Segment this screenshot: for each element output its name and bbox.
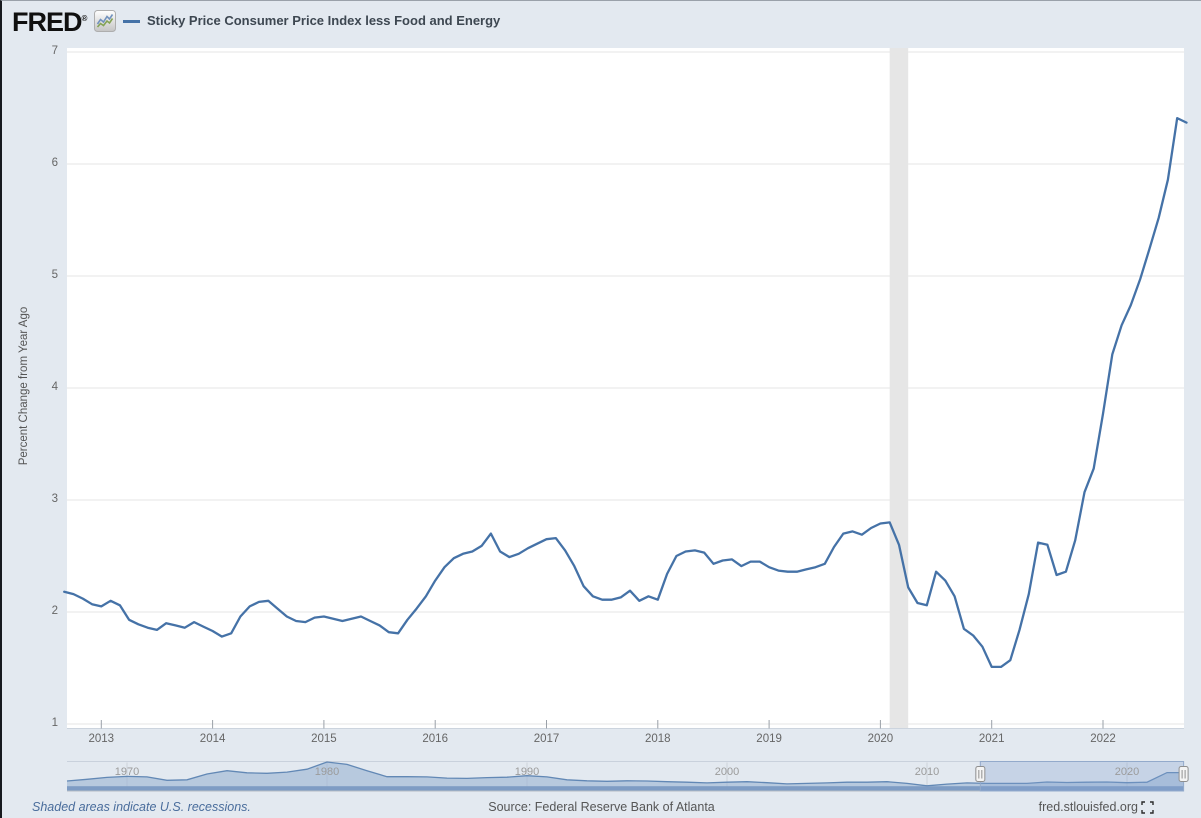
nav-year-label: 1970 [114,766,140,778]
y-axis-tick-label: 3 [51,492,58,505]
nav-year-label: 1980 [314,766,340,778]
x-axis-tick-label: 2019 [756,733,782,745]
x-axis-tick-label: 2015 [311,733,337,745]
nav-area-fill [67,762,1184,788]
nav-year-label: 1990 [514,766,540,778]
fullscreen-icon[interactable] [1141,800,1154,814]
x-axis-tick-label: 2018 [645,733,671,745]
x-axis-tick-label: 2013 [88,733,115,745]
registered-mark: ® [81,14,88,23]
x-axis-tick-label: 2017 [533,733,560,745]
y-axis-tick-label: 7 [51,44,58,57]
nav-area-line [66,761,1184,787]
nav-left-handle[interactable] [975,766,986,782]
fred-sparkline-icon [94,10,116,32]
series-legend-label[interactable]: Sticky Price Consumer Price Index less F… [147,13,501,28]
x-axis-tick-label: 2014 [199,733,226,745]
fred-site-link[interactable]: fred.stlouisfed.org [1038,800,1138,814]
nav-year-label: 2020 [1114,766,1140,778]
y-axis-tick-label: 2 [51,604,58,617]
x-axis-tick-label: 2020 [867,733,894,745]
y-axis-tick-label: 6 [51,156,58,169]
series-line[interactable] [63,116,1188,669]
nav-right-handle[interactable] [1178,766,1189,782]
fred-logo[interactable]: FRED® [12,7,88,37]
y-axis-tick-label: 4 [51,380,58,393]
nav-baseline-strip [67,786,1184,791]
nav-year-label: 2010 [914,766,940,778]
recession-note-link[interactable]: Shaded areas indicate U.S. recessions. [32,800,251,814]
nav-year-label: 2000 [714,766,740,778]
chart-footer: Shaded areas indicate U.S. recessions. S… [2,798,1201,818]
source-link[interactable]: Source: Federal Reserve Bank of Atlanta [488,800,715,814]
y-axis-title: Percent Change from Year Ago [18,306,30,466]
series-legend-marker [123,20,140,23]
x-axis-tick-label: 2016 [422,733,448,745]
chart-header: FRED® Sticky Price Consumer Price Index … [2,1,1201,42]
x-axis-tick-label: 2021 [978,733,1005,745]
y-axis-tick-label: 1 [51,716,58,729]
x-axis-tick-label: 2022 [1090,733,1116,745]
y-axis-tick-label: 5 [51,268,58,281]
